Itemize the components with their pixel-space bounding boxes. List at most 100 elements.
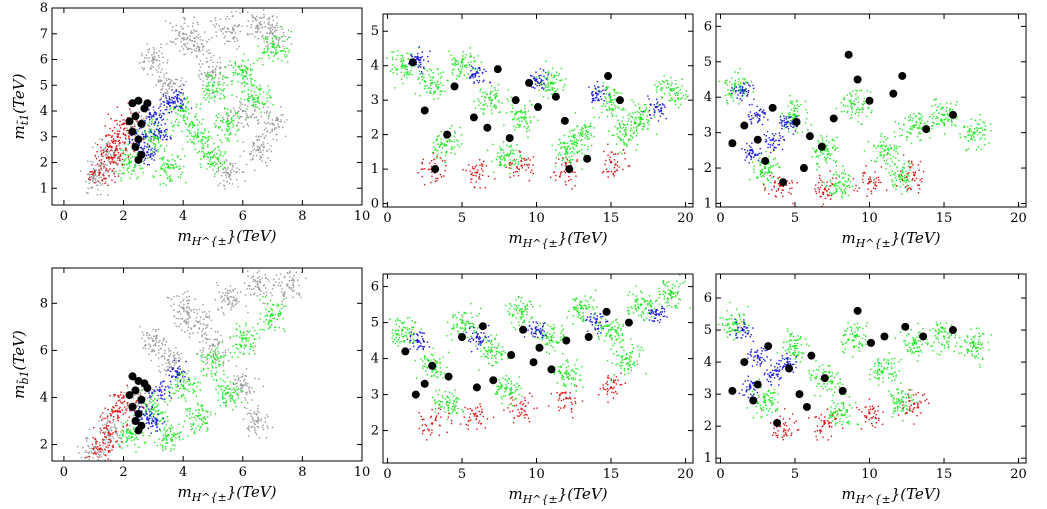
cloud-point xyxy=(159,145,162,147)
cloud-point xyxy=(191,25,194,27)
cloud-point xyxy=(114,432,117,434)
cloud-point xyxy=(426,70,429,72)
cloud-point xyxy=(212,91,214,93)
cloud-point xyxy=(841,177,844,179)
cloud-point xyxy=(97,165,100,168)
cloud-point xyxy=(217,82,219,84)
cloud-point xyxy=(624,124,626,126)
cloud-point xyxy=(168,176,171,178)
cloud-point xyxy=(828,141,830,144)
cloud-point xyxy=(532,172,534,175)
cloud-point xyxy=(566,148,568,150)
cloud-point xyxy=(907,161,909,163)
cloud-point xyxy=(214,76,216,79)
cloud-point xyxy=(431,175,433,177)
cloud-point xyxy=(621,168,624,171)
cloud-point xyxy=(206,85,209,87)
cloud-point xyxy=(585,134,587,137)
cloud-point xyxy=(850,94,852,96)
cloud-point xyxy=(179,92,181,94)
cloud-point xyxy=(256,59,259,62)
cloud-point xyxy=(820,179,822,181)
cloud-point xyxy=(256,139,258,141)
cloud-point xyxy=(603,150,605,153)
cloud-point xyxy=(191,141,193,143)
cloud-point xyxy=(259,89,261,92)
data-point xyxy=(749,149,752,152)
cloud-point xyxy=(734,83,737,86)
cloud-point xyxy=(267,22,269,25)
cloud-point xyxy=(147,73,149,75)
cloud-point xyxy=(118,155,120,157)
cloud-point xyxy=(580,128,582,131)
cloud-point xyxy=(563,86,565,88)
cloud-point xyxy=(832,177,834,179)
cloud-point xyxy=(180,106,183,108)
cloud-point xyxy=(186,135,188,138)
cloud-point xyxy=(867,188,869,190)
cloud-point xyxy=(867,183,869,185)
cloud-point xyxy=(653,108,655,110)
cloud-point xyxy=(458,145,461,148)
cloud-point xyxy=(887,148,889,150)
cloud-point xyxy=(160,129,163,132)
cloud-point xyxy=(189,123,191,125)
cloud-point xyxy=(754,112,756,115)
cloud-point xyxy=(392,51,395,53)
cloud-point xyxy=(175,24,177,27)
cloud-point xyxy=(665,79,667,82)
cloud-point xyxy=(239,116,241,119)
data-point xyxy=(430,81,434,85)
cloud-point xyxy=(146,143,149,145)
cloud-point xyxy=(430,165,433,168)
cloud-point xyxy=(209,151,212,154)
cloud-point xyxy=(210,79,213,81)
cloud-point xyxy=(602,172,604,174)
cloud-point xyxy=(241,91,244,93)
cloud-point xyxy=(473,60,475,63)
cloud-point xyxy=(127,129,129,132)
cloud-point xyxy=(199,66,202,68)
cloud-point xyxy=(153,159,156,161)
cloud-point xyxy=(571,129,573,131)
cloud-point xyxy=(775,146,777,149)
cloud-point xyxy=(681,78,684,80)
cloud-point xyxy=(426,91,428,93)
cloud-point xyxy=(543,75,545,78)
cloud-point xyxy=(207,76,209,79)
cloud-point xyxy=(860,123,862,126)
cloud-point xyxy=(103,172,105,174)
cloud-point xyxy=(231,31,234,34)
cloud-point xyxy=(783,117,786,120)
cloud-point xyxy=(543,82,545,85)
cloud-point xyxy=(656,133,658,135)
cloud-point xyxy=(447,80,449,82)
cloud-point xyxy=(121,162,123,165)
cloud-point xyxy=(820,135,822,137)
cloud-point xyxy=(984,125,987,127)
data-point xyxy=(134,155,143,164)
cloud-point xyxy=(549,83,552,85)
cloud-point xyxy=(840,101,843,104)
cloud-point xyxy=(170,106,172,109)
cloud-point xyxy=(217,167,219,170)
cloud-point xyxy=(103,166,105,168)
cloud-point xyxy=(505,112,508,114)
cloud-point xyxy=(631,112,634,114)
cloud-point xyxy=(831,194,833,196)
cloud-point xyxy=(557,74,560,77)
cloud-point xyxy=(759,164,761,166)
cloud-point xyxy=(286,47,288,49)
cloud-point xyxy=(737,78,740,80)
cloud-point xyxy=(91,177,93,180)
data-point xyxy=(853,75,862,84)
cloud-point xyxy=(143,147,145,150)
cloud-point xyxy=(978,131,981,134)
cloud-point xyxy=(210,20,212,22)
cloud-point xyxy=(441,146,444,149)
cloud-point xyxy=(534,83,537,85)
cloud-point xyxy=(154,146,156,148)
cloud-point xyxy=(276,133,278,136)
cloud-point xyxy=(529,159,531,161)
cloud-point xyxy=(85,191,88,194)
